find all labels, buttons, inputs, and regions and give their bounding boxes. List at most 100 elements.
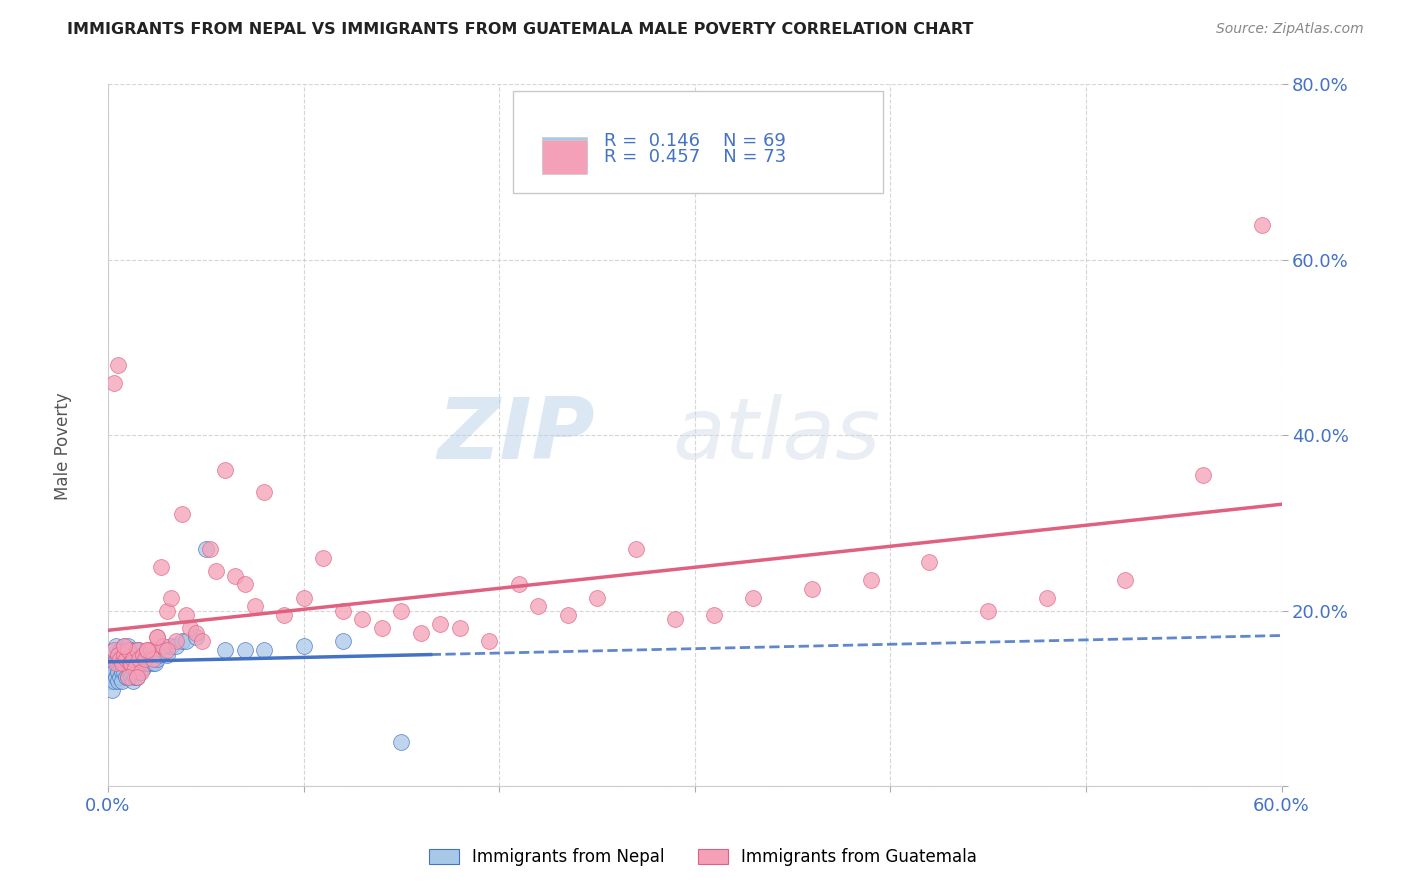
Point (122, 661, 145, 675)
Point (172, 634, 194, 648)
Point (292, 639, 315, 653)
Point (108, 652, 131, 666)
Point (114, 643, 136, 657)
Point (191, 634, 214, 648)
Point (977, 604, 1000, 618)
Point (98, 673, 121, 688)
Point (624, 542, 647, 557)
Text: Male Poverty: Male Poverty (55, 392, 72, 500)
Point (128, 652, 150, 666)
Point (859, 573, 882, 587)
Point (117, 643, 139, 657)
Point (101, 669, 124, 683)
Point (478, 634, 501, 648)
Point (139, 643, 162, 657)
Point (557, 608, 579, 623)
Point (98, 665, 121, 679)
Point (107, 657, 129, 671)
Point (111, 657, 134, 671)
Point (253, 485, 276, 500)
Point (214, 463, 236, 477)
Point (103, 643, 125, 657)
Point (409, 625, 432, 640)
Point (152, 639, 174, 653)
Point (108, 643, 131, 657)
Point (198, 542, 221, 557)
Point (120, 657, 142, 671)
Point (146, 652, 169, 666)
Point (118, 657, 141, 671)
Text: ZIP: ZIP (437, 393, 595, 477)
Point (159, 639, 181, 653)
Point (332, 634, 354, 648)
Point (1192, 467, 1215, 482)
Point (1036, 591, 1059, 605)
Point (174, 634, 197, 648)
Point (120, 669, 142, 683)
Point (124, 652, 146, 666)
Point (111, 643, 134, 657)
Point (111, 673, 134, 688)
Point (142, 657, 165, 671)
Point (107, 673, 129, 688)
Point (142, 652, 165, 666)
Point (156, 604, 179, 618)
Point (429, 616, 451, 631)
Point (104, 652, 127, 666)
Point (146, 630, 169, 644)
Point (371, 621, 394, 635)
Point (112, 665, 135, 679)
Point (112, 648, 135, 662)
Point (156, 648, 179, 662)
Point (214, 643, 236, 657)
Point (703, 608, 725, 623)
Point (918, 556, 941, 570)
Point (107, 665, 129, 679)
Point (112, 639, 135, 653)
Point (139, 652, 162, 666)
Point (194, 542, 217, 557)
Point (104, 639, 127, 653)
Point (508, 577, 530, 591)
Point (138, 657, 160, 671)
Point (134, 652, 156, 666)
Point (118, 643, 141, 657)
Point (127, 669, 149, 683)
Point (132, 661, 155, 675)
Point (122, 652, 145, 666)
Point (128, 643, 150, 657)
Point (107, 648, 129, 662)
Point (165, 634, 187, 648)
Point (801, 582, 824, 596)
Point (112, 652, 135, 666)
Point (179, 621, 201, 635)
Point (184, 625, 207, 640)
Text: Source: ZipAtlas.com: Source: ZipAtlas.com (1216, 22, 1364, 37)
Text: R =  0.457    N = 73: R = 0.457 N = 73 (605, 148, 786, 166)
Point (172, 507, 194, 521)
Point (136, 643, 159, 657)
Point (129, 657, 152, 671)
Point (149, 559, 172, 574)
Point (143, 657, 166, 671)
Text: atlas: atlas (673, 393, 882, 477)
Point (114, 657, 136, 671)
Point (118, 665, 141, 679)
Point (111, 652, 134, 666)
Point (233, 643, 256, 657)
Point (111, 665, 134, 679)
Point (174, 608, 197, 623)
Point (273, 608, 295, 623)
Point (122, 673, 145, 688)
Point (243, 599, 266, 614)
Point (586, 591, 609, 605)
Point (120, 643, 142, 657)
Point (1114, 573, 1136, 587)
Point (159, 591, 181, 605)
Point (103, 673, 125, 688)
Point (112, 639, 135, 653)
Point (352, 612, 374, 626)
Point (104, 657, 127, 671)
Point (117, 652, 139, 666)
Point (117, 669, 139, 683)
